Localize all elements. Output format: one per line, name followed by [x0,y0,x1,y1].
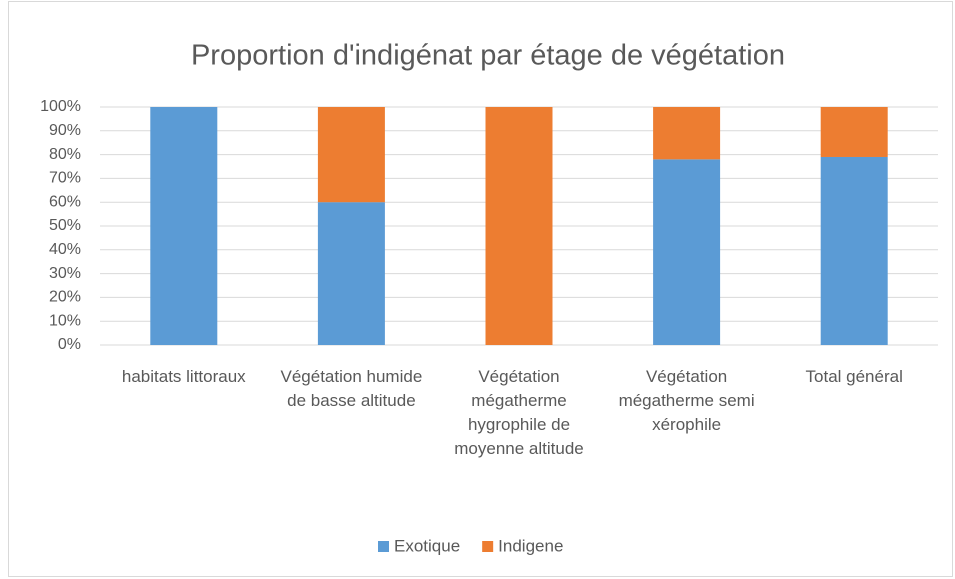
legend-swatch [378,541,389,552]
y-tick-label: 90% [49,122,81,139]
y-tick-label: 60% [49,193,81,210]
bar-segment [653,159,721,345]
y-tick-label: 100% [40,98,81,115]
bar-segment [485,107,553,345]
x-tick-label: Végétation humide de basse altitude [280,367,423,410]
bar-segment [317,107,385,203]
chart-border [8,1,953,577]
bar-segment [317,202,385,345]
y-tick-label: 20% [49,289,81,306]
x-tick-label: Végétation mégatherme hygrophile de moye… [454,367,584,458]
bar-segment [820,107,888,157]
y-tick-label: 10% [49,312,81,329]
y-tick-label: 70% [49,170,81,187]
y-tick-label: 40% [49,241,81,258]
legend-swatch [482,541,494,552]
legend-label: Indigene [498,536,563,555]
bar-segment [653,107,721,160]
y-tick-label: 50% [49,217,81,234]
chart-title: Proportion d'indigénat par étage de végé… [191,40,785,72]
legend-label: Exotique [394,536,460,555]
y-tick-label: 80% [49,146,81,163]
bar-segment [820,156,888,345]
x-tick-label: Total général [805,367,903,386]
x-tick-label: Végétation mégatherme semi xérophile [618,367,755,434]
x-tick-label: habitats littoraux [121,367,246,386]
y-tick-label: 30% [49,265,81,282]
y-tick-label: 0% [58,336,81,353]
bar-segment [150,107,218,345]
